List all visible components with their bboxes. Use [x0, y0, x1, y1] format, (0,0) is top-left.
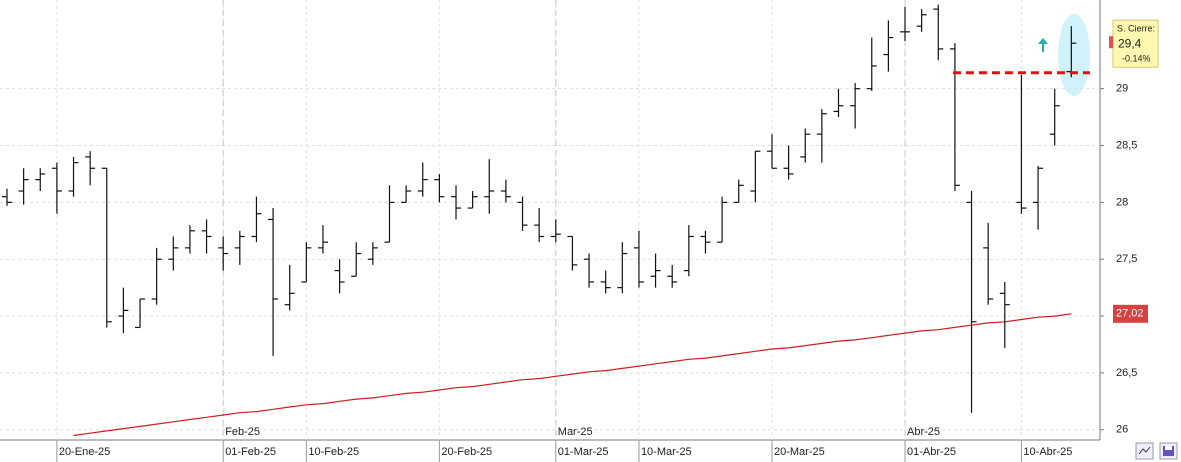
ma-tag — [1113, 304, 1148, 323]
x-tick-label: 01-Mar-25 — [558, 446, 609, 458]
x-tick-label: 10-Abr-25 — [1023, 446, 1072, 458]
close-tag-title: S. Cierre: — [1117, 24, 1155, 34]
x-tick-label: 10-Feb-25 — [308, 446, 359, 458]
y-tick-label: 26,5 — [1116, 367, 1137, 379]
y-tick-label: 28 — [1116, 196, 1128, 208]
toolbar — [1135, 442, 1178, 460]
x-tick-label: 01-Feb-25 — [225, 446, 276, 458]
month-label: Abr-25 — [907, 426, 940, 438]
month-label: Mar-25 — [558, 426, 593, 438]
y-tick-label: 29 — [1116, 83, 1128, 95]
up-arrow — [1038, 38, 1048, 52]
x-tick-label: 20-Mar-25 — [774, 446, 825, 458]
y-tick-label: 26 — [1116, 424, 1128, 436]
highlight-ellipse — [1058, 14, 1090, 96]
moving-average-line — [73, 313, 1072, 437]
save-icon — [1163, 446, 1174, 456]
x-tick-label: 20-Feb-25 — [441, 446, 492, 458]
zoom-icon — [1138, 446, 1151, 455]
month-label: Feb-25 — [225, 426, 260, 438]
y-tick-label: 28,5 — [1116, 139, 1137, 151]
close-tag-marker — [1109, 36, 1113, 49]
y-tick-label: 27,5 — [1116, 253, 1137, 265]
ma-tag-label: 27,02 — [1116, 308, 1144, 320]
x-tick-label: 20-Ene-25 — [59, 446, 110, 458]
close-tag-value: 29,4 — [1118, 36, 1142, 50]
close-tag-change: -0.14% — [1122, 54, 1151, 64]
x-tick-label: 01-Abr-25 — [907, 446, 956, 458]
x-tick-label: 10-Mar-25 — [641, 446, 692, 458]
save-icon-label — [1165, 446, 1172, 450]
